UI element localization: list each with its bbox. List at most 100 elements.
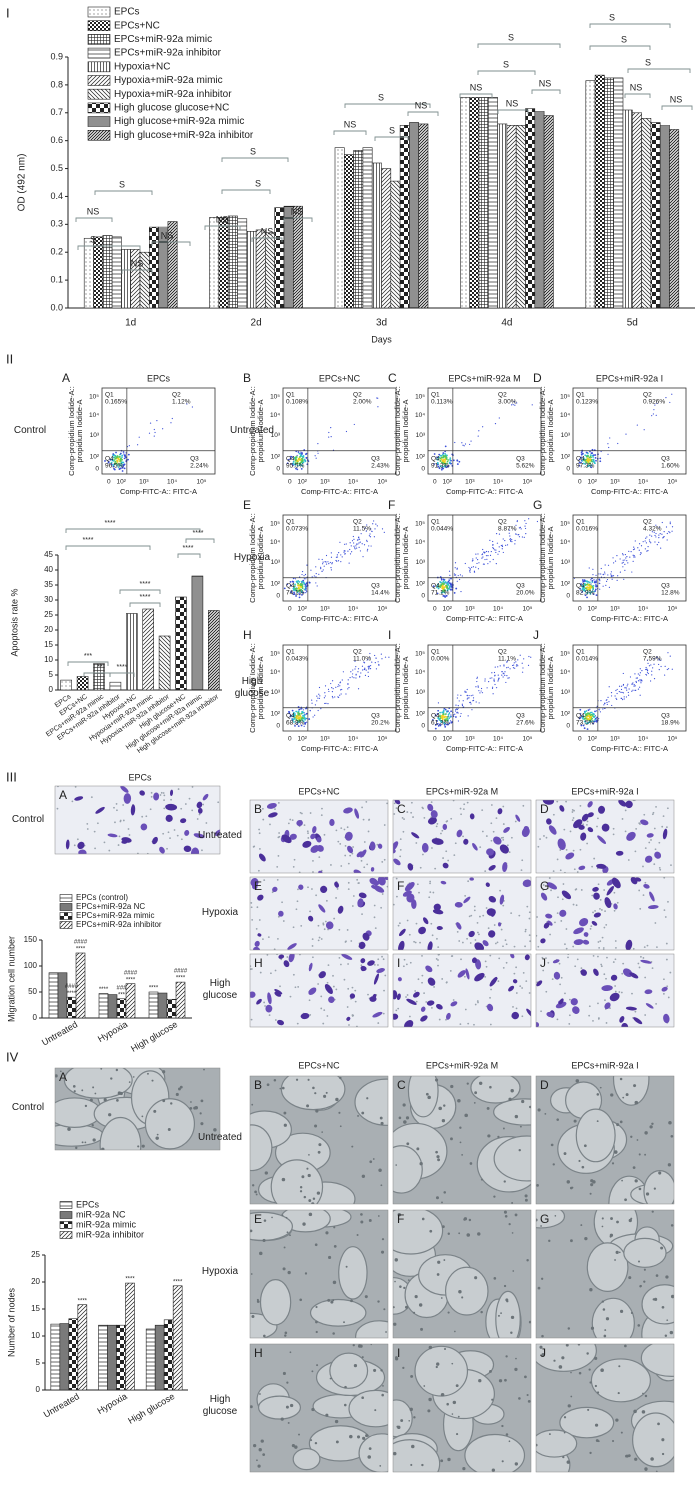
cell-dot xyxy=(536,1443,538,1447)
pore xyxy=(415,922,418,925)
event-dot xyxy=(638,543,641,545)
cell-dot xyxy=(457,1415,460,1418)
event-dot xyxy=(580,461,582,464)
lumen xyxy=(495,1290,521,1338)
micrograph xyxy=(250,1210,388,1338)
event-dot xyxy=(319,695,321,697)
pore xyxy=(160,791,163,794)
event-dot xyxy=(297,716,300,719)
pore xyxy=(474,1003,477,1006)
significance-label: **** xyxy=(67,991,77,997)
pore xyxy=(163,799,165,801)
stained-cell xyxy=(619,1016,625,1023)
event-dot xyxy=(292,711,295,714)
pore xyxy=(528,934,531,937)
cell-dot xyxy=(451,1362,454,1365)
y-tick-label: 10² xyxy=(271,711,281,718)
cell-dot xyxy=(283,1246,286,1249)
pore xyxy=(415,842,418,844)
event-dot xyxy=(350,671,352,673)
stained-cell xyxy=(268,812,278,818)
event-dot xyxy=(317,443,319,445)
pore xyxy=(515,966,518,969)
y-tick-label: 40 xyxy=(44,565,53,574)
legend-label: High glucose glucose+NC xyxy=(114,103,229,114)
cell-dot xyxy=(411,1444,415,1449)
panel-letter: B xyxy=(254,802,262,816)
event-dot xyxy=(605,699,607,701)
event-dot xyxy=(502,538,504,540)
stained-cell xyxy=(214,829,220,837)
quadrant-name: Q4 xyxy=(286,583,295,590)
pore xyxy=(632,947,635,950)
legend-label: EPCs+NC xyxy=(114,20,160,31)
significance-label: ** xyxy=(97,664,103,671)
pore xyxy=(279,985,281,988)
event-dot xyxy=(586,465,589,468)
cell-dot xyxy=(511,1232,514,1234)
pore xyxy=(360,964,363,967)
bracket xyxy=(251,237,283,242)
cell-dot xyxy=(294,1445,298,1449)
quadrant-value: 0.108% xyxy=(286,399,308,406)
cell-dot xyxy=(299,1186,303,1189)
cell-dot xyxy=(403,1286,406,1289)
cell-dot xyxy=(584,1237,588,1241)
pore xyxy=(281,901,283,904)
pore xyxy=(322,922,325,925)
lumen xyxy=(464,1433,526,1472)
image-frame xyxy=(535,1343,675,1473)
cell-dot xyxy=(619,1309,624,1313)
event-dot xyxy=(292,718,295,721)
stained-cell xyxy=(606,885,614,896)
pore xyxy=(564,992,566,995)
cell-dot xyxy=(639,1285,642,1288)
pore xyxy=(650,839,652,841)
cell-dot xyxy=(427,1409,431,1413)
bar xyxy=(390,180,401,309)
event-dot xyxy=(594,584,597,586)
stained-cell xyxy=(587,827,594,833)
pore xyxy=(655,806,657,808)
y-tick-label: 10⁴ xyxy=(270,669,280,676)
stained-cell xyxy=(272,886,278,893)
event-dot xyxy=(585,716,588,719)
event-dot xyxy=(116,459,119,462)
cell-dot xyxy=(55,1074,58,1078)
bracket xyxy=(119,589,161,594)
stained-cell xyxy=(469,813,475,820)
stained-cell xyxy=(613,903,618,910)
pore xyxy=(188,797,191,800)
event-dot xyxy=(331,562,333,564)
x-tick-label: 10³ xyxy=(465,606,475,613)
quadrant-name: Q3 xyxy=(516,713,525,720)
pore xyxy=(311,888,313,890)
pore xyxy=(521,859,524,862)
event-dot xyxy=(470,695,472,697)
event-dot xyxy=(323,697,326,699)
cell-dot xyxy=(75,1146,78,1150)
stained-cell xyxy=(490,909,496,917)
cell-dot xyxy=(462,1467,466,1471)
event-dot xyxy=(660,665,662,668)
pore xyxy=(386,885,388,888)
event-dot xyxy=(594,590,597,592)
cell-dot xyxy=(339,1125,342,1128)
pore xyxy=(116,809,118,812)
cell-dot xyxy=(436,1362,440,1366)
cell-dot xyxy=(316,1364,319,1367)
event-dot xyxy=(298,458,301,460)
stained-cell xyxy=(634,877,642,882)
cell-dot xyxy=(307,1078,310,1081)
event-dot xyxy=(658,526,660,528)
cell-dot xyxy=(314,1092,317,1095)
pore xyxy=(399,848,402,851)
stained-cell xyxy=(372,993,377,999)
event-dot xyxy=(454,574,456,576)
y-tick-label: 10⁵ xyxy=(415,520,425,527)
x-tick-label: 0 xyxy=(578,479,582,486)
cell-dot xyxy=(641,1410,646,1414)
pore xyxy=(666,985,669,988)
pore xyxy=(312,871,314,873)
event-dot xyxy=(608,686,610,688)
